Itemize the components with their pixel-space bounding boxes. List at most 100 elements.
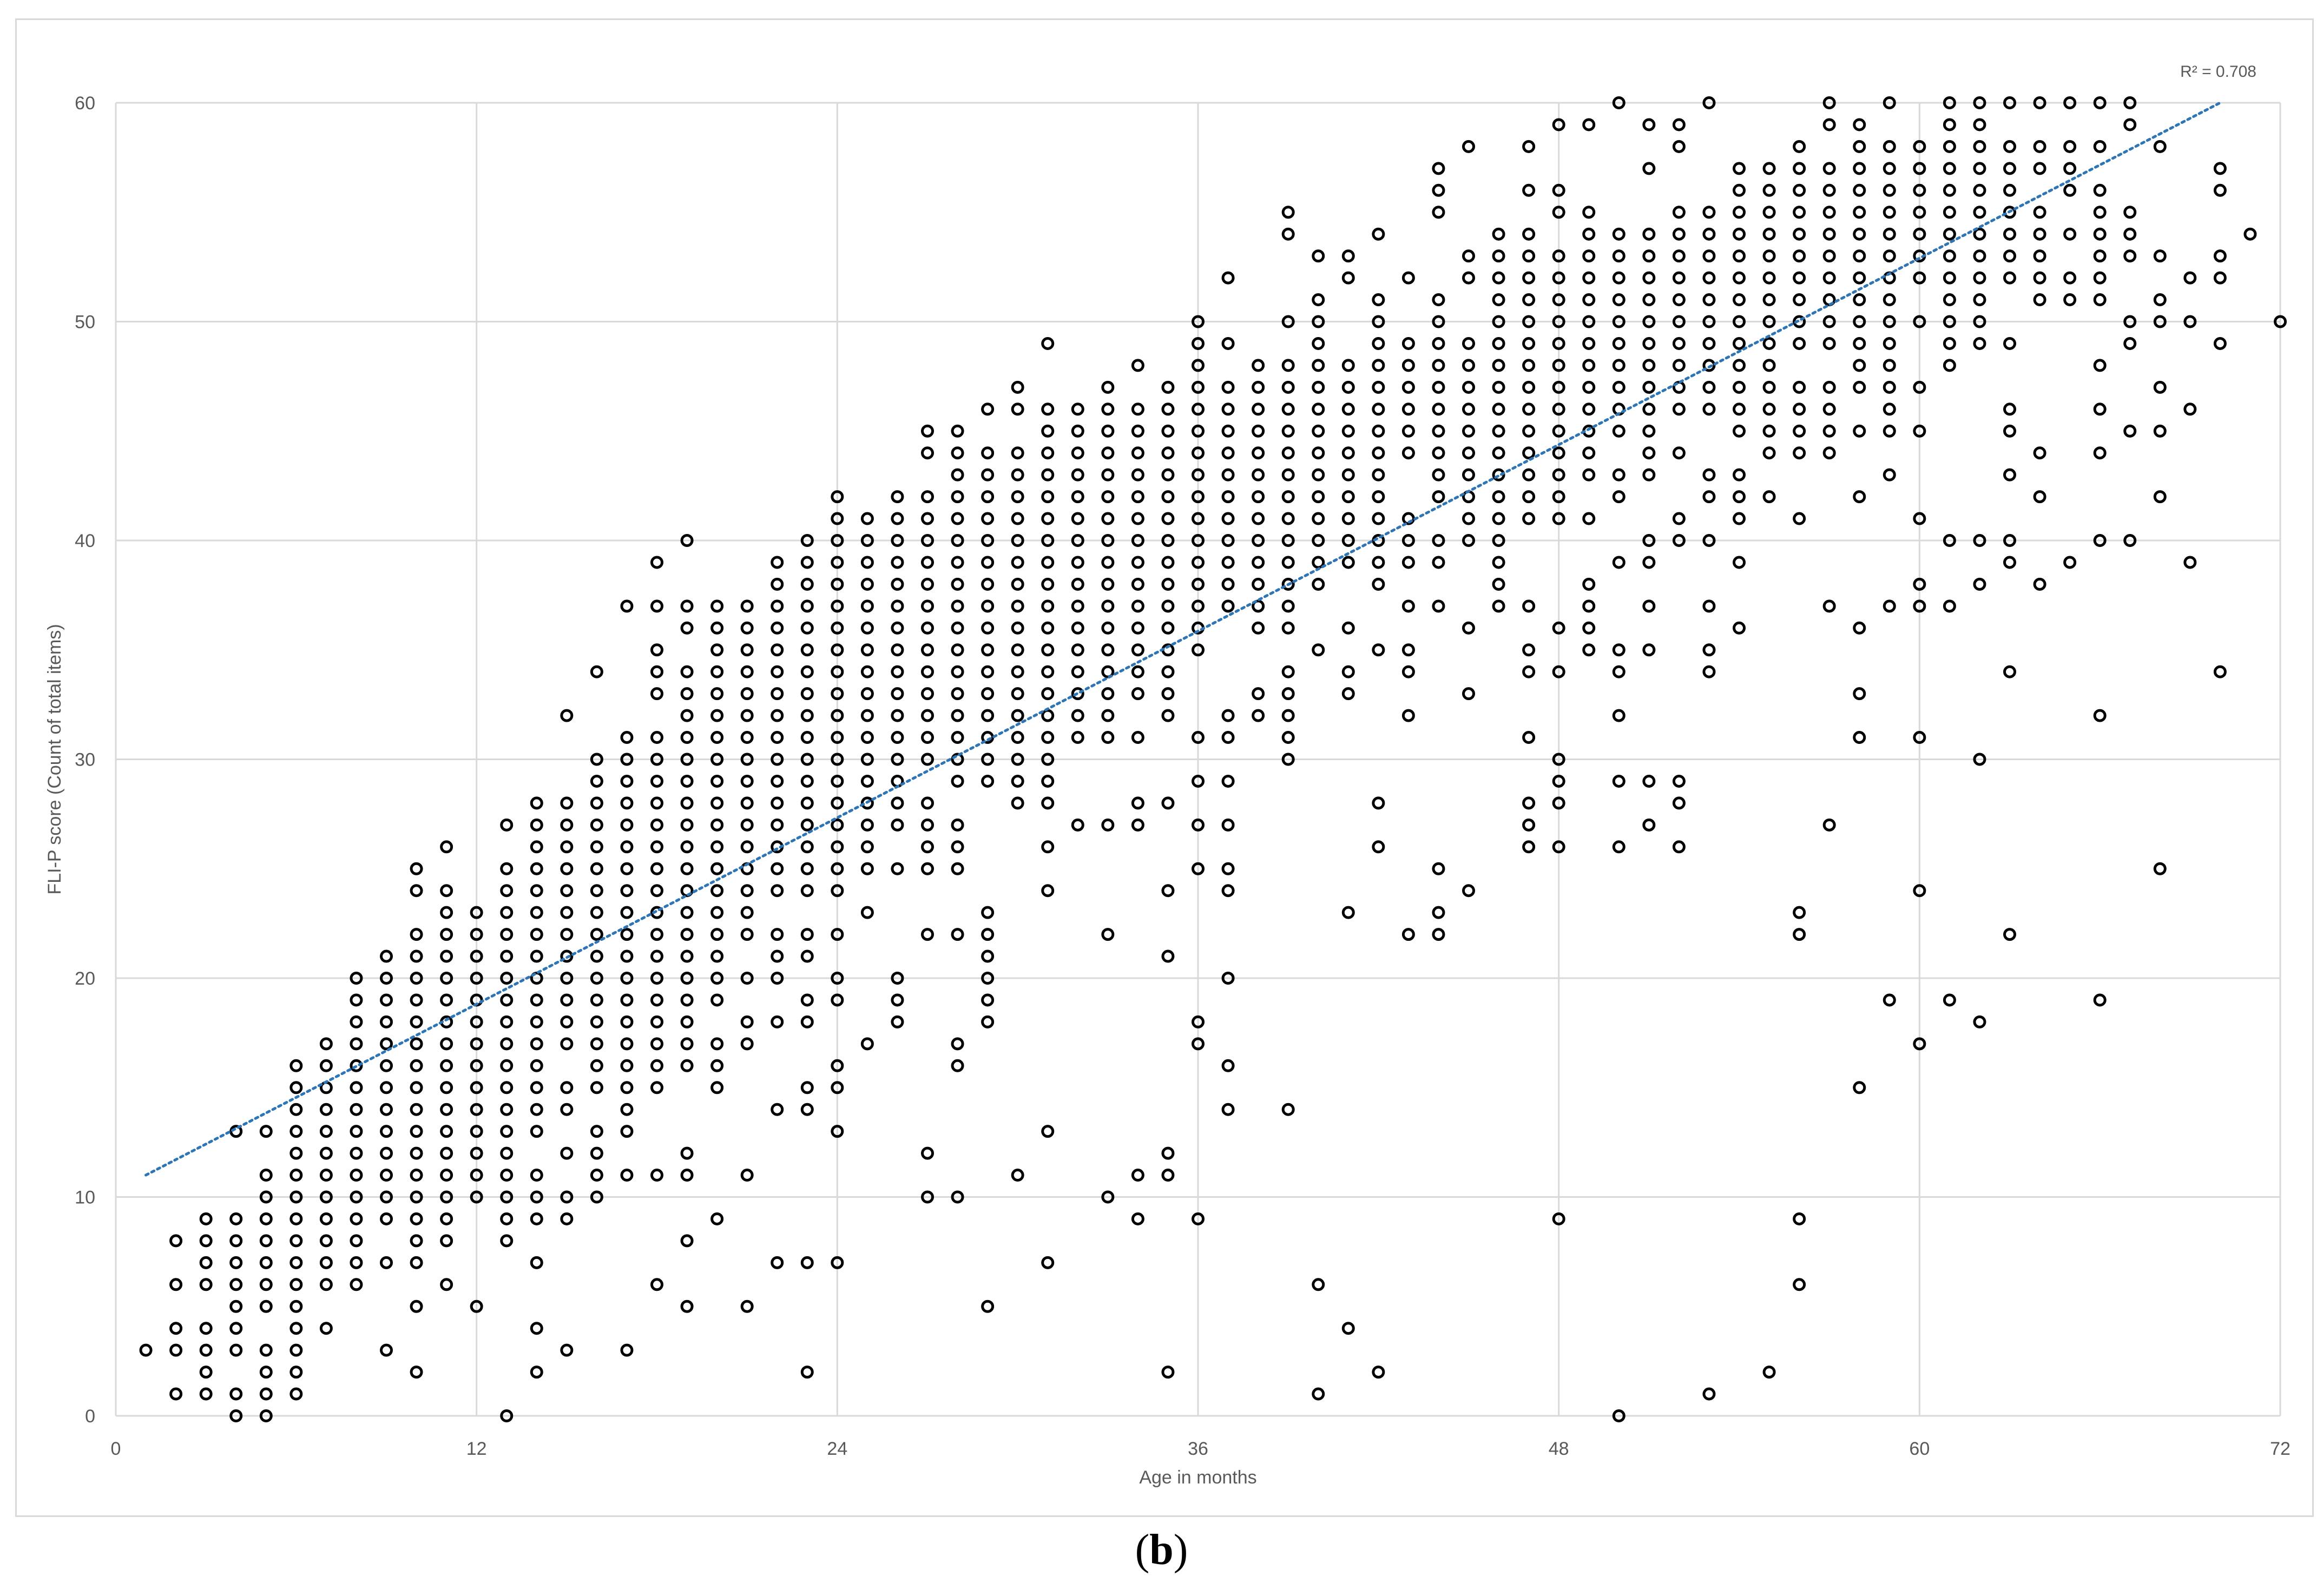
data-point: [350, 972, 363, 985]
data-point: [1853, 183, 1866, 197]
data-point: [860, 534, 874, 547]
data-point: [981, 490, 995, 504]
data-point: [800, 818, 814, 832]
data-point: [1312, 315, 1325, 328]
data-point: [891, 556, 904, 569]
data-point: [500, 972, 514, 985]
data-point: [1372, 556, 1385, 569]
data-point: [1161, 490, 1175, 504]
data-point: [1733, 512, 1746, 525]
data-point: [2033, 490, 2046, 504]
data-point: [981, 1015, 995, 1028]
data-point: [1793, 1278, 1806, 1291]
data-point: [1131, 665, 1144, 678]
data-point: [1131, 359, 1144, 372]
data-point: [319, 1103, 333, 1116]
data-point: [860, 643, 874, 657]
data-point: [921, 490, 934, 504]
data-point: [891, 709, 904, 722]
data-point: [831, 1081, 844, 1094]
data-point: [289, 1343, 303, 1357]
data-point: [1192, 731, 1205, 744]
data-point: [410, 993, 423, 1007]
data-point: [981, 643, 995, 657]
data-point: [1011, 534, 1024, 547]
data-point: [259, 1300, 273, 1313]
data-point: [2153, 490, 2167, 504]
data-point: [771, 774, 784, 788]
data-point: [380, 993, 393, 1007]
data-point: [1192, 577, 1205, 591]
data-point: [440, 1146, 453, 1160]
data-point: [590, 665, 603, 678]
data-point: [740, 687, 754, 701]
data-point: [921, 928, 934, 941]
data-point: [800, 643, 814, 657]
data-point: [440, 1169, 453, 1182]
data-point: [1762, 359, 1776, 372]
data-point: [860, 753, 874, 766]
data-point: [2153, 140, 2167, 153]
data-point: [2093, 293, 2107, 307]
data-point: [1011, 403, 1024, 416]
data-point: [590, 753, 603, 766]
data-point: [1041, 753, 1055, 766]
data-point: [771, 556, 784, 569]
data-point: [1161, 709, 1175, 722]
trendline-group: [144, 101, 2222, 1177]
data-point: [921, 577, 934, 591]
data-point: [771, 1015, 784, 1028]
data-point: [1762, 490, 1776, 504]
data-point: [530, 1256, 543, 1269]
data-point: [1101, 621, 1115, 635]
data-point: [2003, 665, 2016, 678]
data-point: [1131, 490, 1144, 504]
data-point: [1281, 315, 1295, 328]
data-point: [831, 972, 844, 985]
data-point: [740, 1169, 754, 1182]
data-point: [1341, 490, 1355, 504]
data-point: [831, 862, 844, 875]
data-point: [831, 993, 844, 1007]
data-point: [1883, 993, 1896, 1007]
data-point: [1973, 96, 1986, 109]
data-point: [620, 774, 634, 788]
data-point: [710, 621, 724, 635]
data-point: [1672, 118, 1686, 131]
data-point: [1252, 468, 1265, 482]
data-point: [981, 687, 995, 701]
data-point: [1973, 206, 1986, 219]
data-point: [2033, 96, 2046, 109]
data-point: [1943, 993, 1956, 1007]
data-point: [1221, 512, 1235, 525]
data-point: [2213, 337, 2227, 350]
data-point: [1672, 293, 1686, 307]
data-point: [1372, 293, 1385, 307]
data-point: [1071, 468, 1084, 482]
data-point: [1582, 118, 1596, 131]
data-point: [410, 1059, 423, 1072]
data-point: [1161, 424, 1175, 438]
x-axis-title: Age in months: [1139, 1467, 1256, 1488]
data-point: [1401, 643, 1415, 657]
data-point: [1131, 1169, 1144, 1182]
data-point: [1192, 446, 1205, 460]
data-point: [1372, 424, 1385, 438]
data-point: [1822, 380, 1836, 394]
data-point: [1221, 446, 1235, 460]
data-point: [259, 1366, 273, 1379]
data-point: [1252, 380, 1265, 394]
data-point: [2183, 315, 2197, 328]
data-point: [1522, 249, 1536, 263]
data-point: [259, 1278, 273, 1291]
data-point: [1612, 643, 1626, 657]
data-point: [1401, 534, 1415, 547]
data-point: [530, 1103, 543, 1116]
data-point: [1522, 643, 1536, 657]
data-point: [470, 972, 483, 985]
data-point: [1432, 293, 1445, 307]
data-point: [1101, 731, 1115, 744]
data-point: [1702, 380, 1716, 394]
data-point: [1853, 621, 1866, 635]
data-point: [1582, 206, 1596, 219]
